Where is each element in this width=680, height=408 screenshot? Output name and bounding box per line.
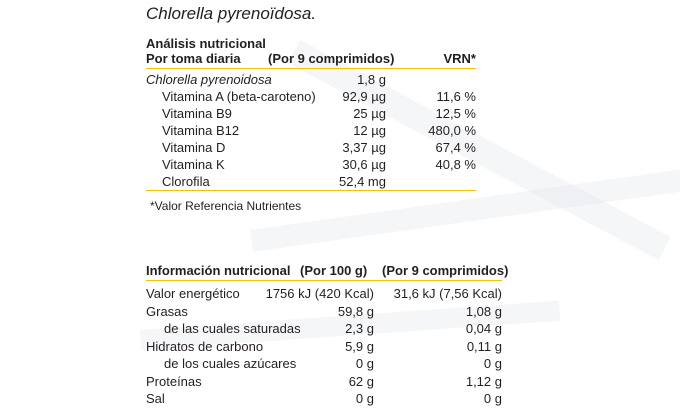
nutrition-row-per9: 31,6 kJ (7,56 Kcal) bbox=[393, 286, 502, 301]
analysis-row-amount: 1,8 g bbox=[357, 72, 386, 87]
analysis-row-vrn: 67,4 % bbox=[435, 140, 476, 155]
analysis-col-label: Por toma diaria bbox=[146, 51, 241, 66]
analysis-row-name: Vitamina B12 bbox=[162, 123, 240, 138]
nutrition-row-per100: 0 g bbox=[355, 356, 374, 371]
analysis-row-name: Vitamina K bbox=[162, 157, 225, 172]
analysis-row-vrn: 11,6 % bbox=[436, 89, 476, 104]
analysis-header-rule bbox=[146, 68, 476, 69]
nutrition-row-per100: 59,8 g bbox=[337, 304, 374, 319]
analysis-row-name: Clorofila bbox=[162, 174, 210, 189]
analysis-row-vrn: 480,0 % bbox=[428, 123, 476, 138]
analysis-row-amount: 52,4 mg bbox=[339, 174, 386, 189]
nutrition-row-per100: 2,3 g bbox=[345, 321, 374, 336]
nutrition-row-name: de los cuales azúcares bbox=[164, 356, 297, 371]
analysis-row-vrn: 40,8 % bbox=[435, 157, 476, 172]
nutrition-row-per9: 0,11 g bbox=[466, 339, 502, 354]
nutrition-row-per100: 5,9 g bbox=[345, 339, 374, 354]
product-title: Chlorella pyrenoïdosa. bbox=[146, 4, 317, 23]
nutrition-row-name: de las cuales saturadas bbox=[164, 321, 301, 336]
nutrition-row-per100: 1756 kJ (420 Kcal) bbox=[265, 286, 374, 301]
analysis-row-vrn: 12,5 % bbox=[435, 106, 476, 121]
nutrition-row-per9: 0,04 g bbox=[465, 321, 502, 336]
nutrition-row-per9: 0 g bbox=[483, 391, 502, 406]
analysis-row-amount: 25 µg bbox=[353, 106, 386, 121]
nutrition-row-name: Valor energético bbox=[146, 286, 240, 301]
analysis-heading: Análisis nutricional bbox=[146, 36, 266, 51]
nutrition-row-name: Hidratos de carbono bbox=[146, 339, 264, 354]
analysis-footer-rule bbox=[146, 190, 476, 191]
nutrition-col-100g: (Por 100 g) bbox=[300, 263, 368, 278]
nutrition-col-9: (Por 9 comprimidos) bbox=[382, 263, 509, 278]
analysis-row-name: Vitamina D bbox=[162, 140, 226, 155]
analysis-col-vrn: VRN* bbox=[443, 51, 476, 66]
nutrition-row-per100: 0 g bbox=[355, 391, 374, 406]
nutrition-row-per100: 62 g bbox=[348, 374, 374, 389]
nutrition-row-name: Sal bbox=[146, 391, 165, 406]
nutrition-heading: Información nutricional bbox=[146, 263, 291, 278]
analysis-row-name: Vitamina B9 bbox=[162, 106, 232, 121]
analysis-row-amount: 12 µg bbox=[353, 123, 386, 138]
vrn-footnote: *Valor Referencia Nutrientes bbox=[150, 199, 302, 213]
analysis-row-name: Chlorella pyrenoidosa bbox=[146, 72, 272, 87]
analysis-col-amount: (Por 9 comprimidos) bbox=[268, 51, 395, 66]
nutrition-header-rule bbox=[146, 280, 502, 281]
nutrition-row-per9: 1,12 g bbox=[465, 374, 502, 389]
analysis-row-amount: 3,37 µg bbox=[342, 140, 386, 155]
analysis-row-amount: 92,9 µg bbox=[342, 89, 386, 104]
analysis-row-amount: 30,6 µg bbox=[342, 157, 386, 172]
analysis-row-name: Vitamina A (beta-caroteno) bbox=[162, 89, 316, 104]
nutrition-row-name: Grasas bbox=[146, 304, 188, 319]
nutrition-row-per9: 1,08 g bbox=[465, 304, 502, 319]
nutrition-row-per9: 0 g bbox=[483, 356, 502, 371]
nutrition-row-name: Proteínas bbox=[146, 374, 202, 389]
